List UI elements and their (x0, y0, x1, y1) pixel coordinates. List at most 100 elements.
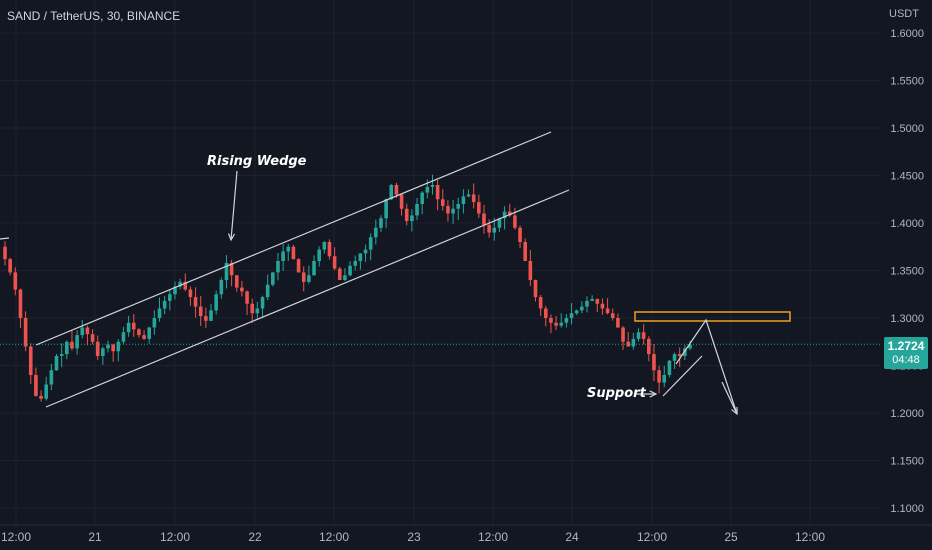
candle-body (65, 341, 69, 355)
candle-body (533, 280, 538, 298)
candle-body (518, 227, 522, 242)
candle-body (580, 306, 584, 311)
price-axis-unit: USDT (889, 8, 919, 20)
candle-body (394, 185, 399, 195)
candle-body (399, 194, 404, 209)
candle-body (152, 318, 157, 328)
x-tick-label: 24 (565, 530, 579, 544)
candle-body (466, 194, 471, 197)
candle-body (281, 251, 285, 261)
candle-body (8, 259, 12, 273)
candle-body (75, 335, 79, 349)
support-callout-arrow-head (649, 390, 658, 398)
candle-body (332, 256, 337, 269)
candle-body (162, 300, 167, 309)
candle-body (688, 344, 692, 349)
candle-body (374, 227, 378, 238)
candle-body (137, 329, 141, 336)
candle-body (183, 281, 188, 290)
support-label: Support (587, 386, 647, 401)
y-tick-label: 1.4500 (890, 171, 924, 183)
candle-body (317, 249, 321, 261)
x-tick-label: 25 (724, 530, 738, 544)
chart-header-title: SAND / TetherUS, 30, BINANCE (7, 9, 181, 23)
candle-body (564, 318, 569, 323)
candle-body (631, 338, 636, 347)
candle-body (276, 261, 280, 273)
candle-body (18, 289, 23, 318)
candle-body (523, 242, 527, 261)
candle-body (471, 194, 476, 203)
candle-body (44, 384, 49, 399)
y-tick-label: 1.2000 (890, 408, 924, 420)
candle-body (23, 318, 28, 347)
candle-body (39, 395, 43, 399)
candle-body (101, 348, 105, 356)
candle-body (188, 289, 193, 298)
candle-body (636, 332, 641, 339)
candle-body (307, 275, 311, 282)
x-tick-label: 12:00 (1, 530, 31, 544)
candle-body (610, 313, 615, 318)
projection-path (675, 318, 738, 415)
candle-body (142, 335, 146, 339)
candle-body (131, 322, 136, 330)
wedge-lower-line (45, 189, 570, 408)
candle-body (358, 253, 363, 261)
candle-body (626, 341, 630, 347)
candle-body (461, 196, 466, 204)
candle-body (585, 300, 589, 307)
candle-body (446, 205, 450, 214)
wedge-callout-arrow (230, 170, 238, 241)
candle-body (178, 281, 182, 287)
candle-body (168, 294, 172, 301)
candle-body (348, 265, 352, 276)
candle-body (507, 211, 512, 216)
candle-body (430, 185, 435, 187)
candle-body (425, 186, 430, 193)
candle-body (234, 275, 239, 288)
candle-body (198, 306, 203, 317)
candle-body (543, 308, 548, 318)
candle-body (28, 346, 33, 375)
support-trendline (662, 355, 703, 397)
x-tick-label: 12:00 (637, 530, 667, 544)
candle-body (559, 322, 564, 326)
candle-body (157, 308, 162, 318)
candle-body (404, 208, 409, 222)
candle-body (327, 242, 332, 257)
candle-body (497, 218, 502, 228)
candle-body (90, 334, 95, 342)
candle-body (363, 249, 368, 254)
candle-body (605, 308, 610, 314)
y-tick-label: 1.5500 (890, 76, 924, 88)
candle-body (271, 272, 275, 285)
y-tick-label: 1.3500 (890, 266, 924, 278)
candle-body (337, 268, 342, 280)
candle-body (662, 375, 667, 383)
candle-body (209, 310, 213, 321)
candle-body (368, 237, 373, 250)
candle-body (3, 246, 7, 260)
candle-body (677, 354, 682, 356)
candle-body (456, 204, 461, 209)
candle-body (379, 218, 383, 228)
x-tick-label: 23 (407, 530, 421, 544)
projection-arrow-head (731, 406, 738, 416)
candle-body (353, 261, 358, 266)
candle-body (554, 322, 558, 326)
candle-body (49, 370, 54, 385)
candle-body (250, 303, 255, 314)
candle-body (538, 297, 543, 309)
candle-body (59, 354, 64, 356)
candle-body (667, 360, 672, 375)
x-tick-label: 12:00 (478, 530, 508, 544)
x-tick-label: 12:00 (160, 530, 190, 544)
candle-body (595, 299, 600, 304)
candle-body (13, 272, 18, 290)
y-tick-label: 1.1000 (890, 503, 924, 515)
candle-body (621, 327, 625, 342)
candle-body (85, 327, 90, 335)
